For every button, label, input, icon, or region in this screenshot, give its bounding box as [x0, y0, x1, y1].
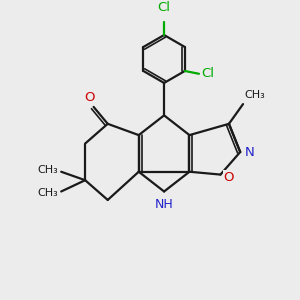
- Text: NH: NH: [155, 198, 173, 211]
- Text: O: O: [224, 171, 234, 184]
- Text: Cl: Cl: [158, 1, 171, 14]
- Text: CH₃: CH₃: [38, 188, 58, 198]
- Text: O: O: [84, 91, 94, 103]
- Text: Cl: Cl: [201, 67, 214, 80]
- Text: CH₃: CH₃: [244, 90, 265, 100]
- Text: CH₃: CH₃: [38, 165, 58, 175]
- Text: N: N: [245, 146, 255, 158]
